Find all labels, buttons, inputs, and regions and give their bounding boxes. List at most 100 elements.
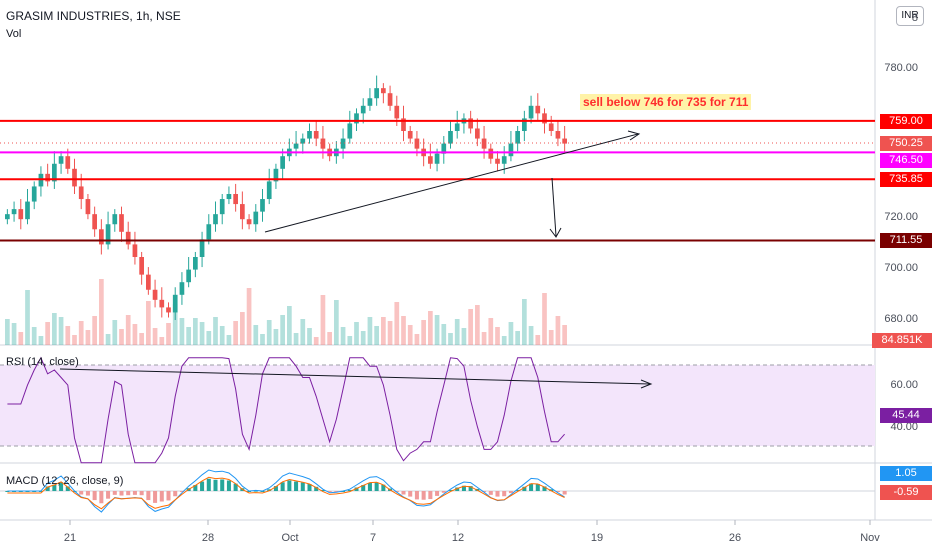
volume-bar xyxy=(58,317,64,345)
volume-bar xyxy=(179,318,185,345)
volume-bar xyxy=(407,325,413,345)
candle-body xyxy=(119,214,124,232)
macd-histogram-bar xyxy=(5,491,10,492)
currency-badge[interactable]: INR xyxy=(896,6,924,26)
volume-bar xyxy=(528,326,534,345)
volume-bar xyxy=(273,329,279,345)
price-tick: 680.00 xyxy=(884,313,918,325)
candle-body xyxy=(260,199,265,212)
macd-histogram-bar xyxy=(280,482,285,491)
volume-bar xyxy=(293,333,299,345)
candle-body xyxy=(18,209,24,220)
candle-body xyxy=(31,186,37,202)
macd-histogram-bar xyxy=(85,491,90,496)
candle-body xyxy=(213,214,218,225)
rsi-value-label: 45.44 xyxy=(880,408,932,423)
volume-bar xyxy=(226,335,232,345)
macd-histogram-bar xyxy=(401,491,406,495)
volume-bar xyxy=(213,317,218,345)
volume-bar xyxy=(233,321,238,345)
candle-body xyxy=(394,105,400,119)
macd-histogram-bar xyxy=(515,489,520,491)
candle-body xyxy=(5,214,10,220)
target-arrowhead xyxy=(549,227,562,238)
macd-histogram-bar xyxy=(92,491,97,501)
price-tick-top: 8 xyxy=(911,12,918,24)
candle-body xyxy=(407,131,413,139)
macd-value-2: -0.59 xyxy=(880,485,932,500)
macd-histogram-bar xyxy=(179,491,184,493)
volume-bar xyxy=(72,335,77,345)
candle-body xyxy=(45,173,50,182)
rsi-arrowhead xyxy=(640,379,653,389)
candle-body xyxy=(501,156,507,164)
macd-histogram-bar xyxy=(287,480,292,491)
volume-bar xyxy=(146,301,151,345)
volume-bar xyxy=(421,320,426,345)
macd-histogram-bar xyxy=(414,491,419,500)
macd-histogram-bar xyxy=(522,486,527,491)
volume-bar xyxy=(112,320,118,345)
macd-histogram-bar xyxy=(441,491,446,493)
macd-histogram-bar xyxy=(59,482,64,491)
candle-body xyxy=(78,186,84,200)
macd-histogram-bar xyxy=(220,479,225,491)
volume-bar xyxy=(287,306,292,345)
macd-histogram-bar xyxy=(159,491,164,502)
x-tick: 12 xyxy=(451,532,465,544)
volume-bar xyxy=(18,332,24,345)
candle-body xyxy=(495,158,500,164)
candle-body xyxy=(199,239,205,257)
macd-histogram-bar xyxy=(320,489,325,491)
macd-histogram-bar xyxy=(555,491,560,493)
macd-histogram-bar xyxy=(146,491,151,501)
volume-bar xyxy=(562,325,567,345)
volume-bar xyxy=(125,315,131,345)
volume-bar xyxy=(448,333,453,345)
volume-bar xyxy=(381,317,386,345)
candle-body xyxy=(219,199,225,215)
candle-body xyxy=(58,156,64,164)
macd-histogram-bar xyxy=(300,482,305,491)
candle-body xyxy=(112,214,118,225)
macd-histogram-bar xyxy=(488,491,493,495)
candle-body xyxy=(146,274,151,290)
macd-signal-line xyxy=(7,476,565,510)
macd-histogram-bar xyxy=(267,489,272,491)
candle-body xyxy=(52,163,57,182)
macd-histogram-bar xyxy=(502,491,507,497)
macd-histogram-bar xyxy=(508,491,513,494)
candle-body xyxy=(488,148,494,159)
volume-bar xyxy=(501,336,507,345)
candle-body xyxy=(454,123,460,131)
macd-histogram-bar xyxy=(495,491,500,497)
macd-histogram-bar xyxy=(535,484,540,491)
candle-body xyxy=(139,257,144,275)
volume-bar xyxy=(99,279,104,345)
x-tick: 28 xyxy=(201,532,215,544)
volume-bar xyxy=(105,334,111,345)
level-label-711: 711.55 xyxy=(880,233,932,248)
volume-value-label: 84.851K xyxy=(872,333,932,348)
candle-body xyxy=(166,307,171,313)
macd-histogram-bar xyxy=(542,486,547,491)
trendline xyxy=(264,133,639,233)
macd-histogram-bar xyxy=(65,486,70,491)
candle-body xyxy=(233,194,238,205)
candle-body xyxy=(172,294,178,313)
volume-bar xyxy=(166,323,171,345)
macd-histogram-bar xyxy=(139,491,144,496)
macd-histogram-bar xyxy=(273,486,278,491)
macd-histogram-bar xyxy=(461,485,466,491)
rsi-tick: 40.00 xyxy=(890,421,918,433)
volume-bar xyxy=(300,319,306,345)
candle-body xyxy=(125,231,131,245)
macd-histogram-bar xyxy=(374,482,379,491)
candle-body xyxy=(193,257,198,270)
macd-histogram-bar xyxy=(200,481,205,491)
x-tick: Oct xyxy=(281,532,299,544)
candle-body xyxy=(320,138,326,149)
macd-histogram-bar xyxy=(448,489,453,491)
volume-bar xyxy=(340,327,346,345)
